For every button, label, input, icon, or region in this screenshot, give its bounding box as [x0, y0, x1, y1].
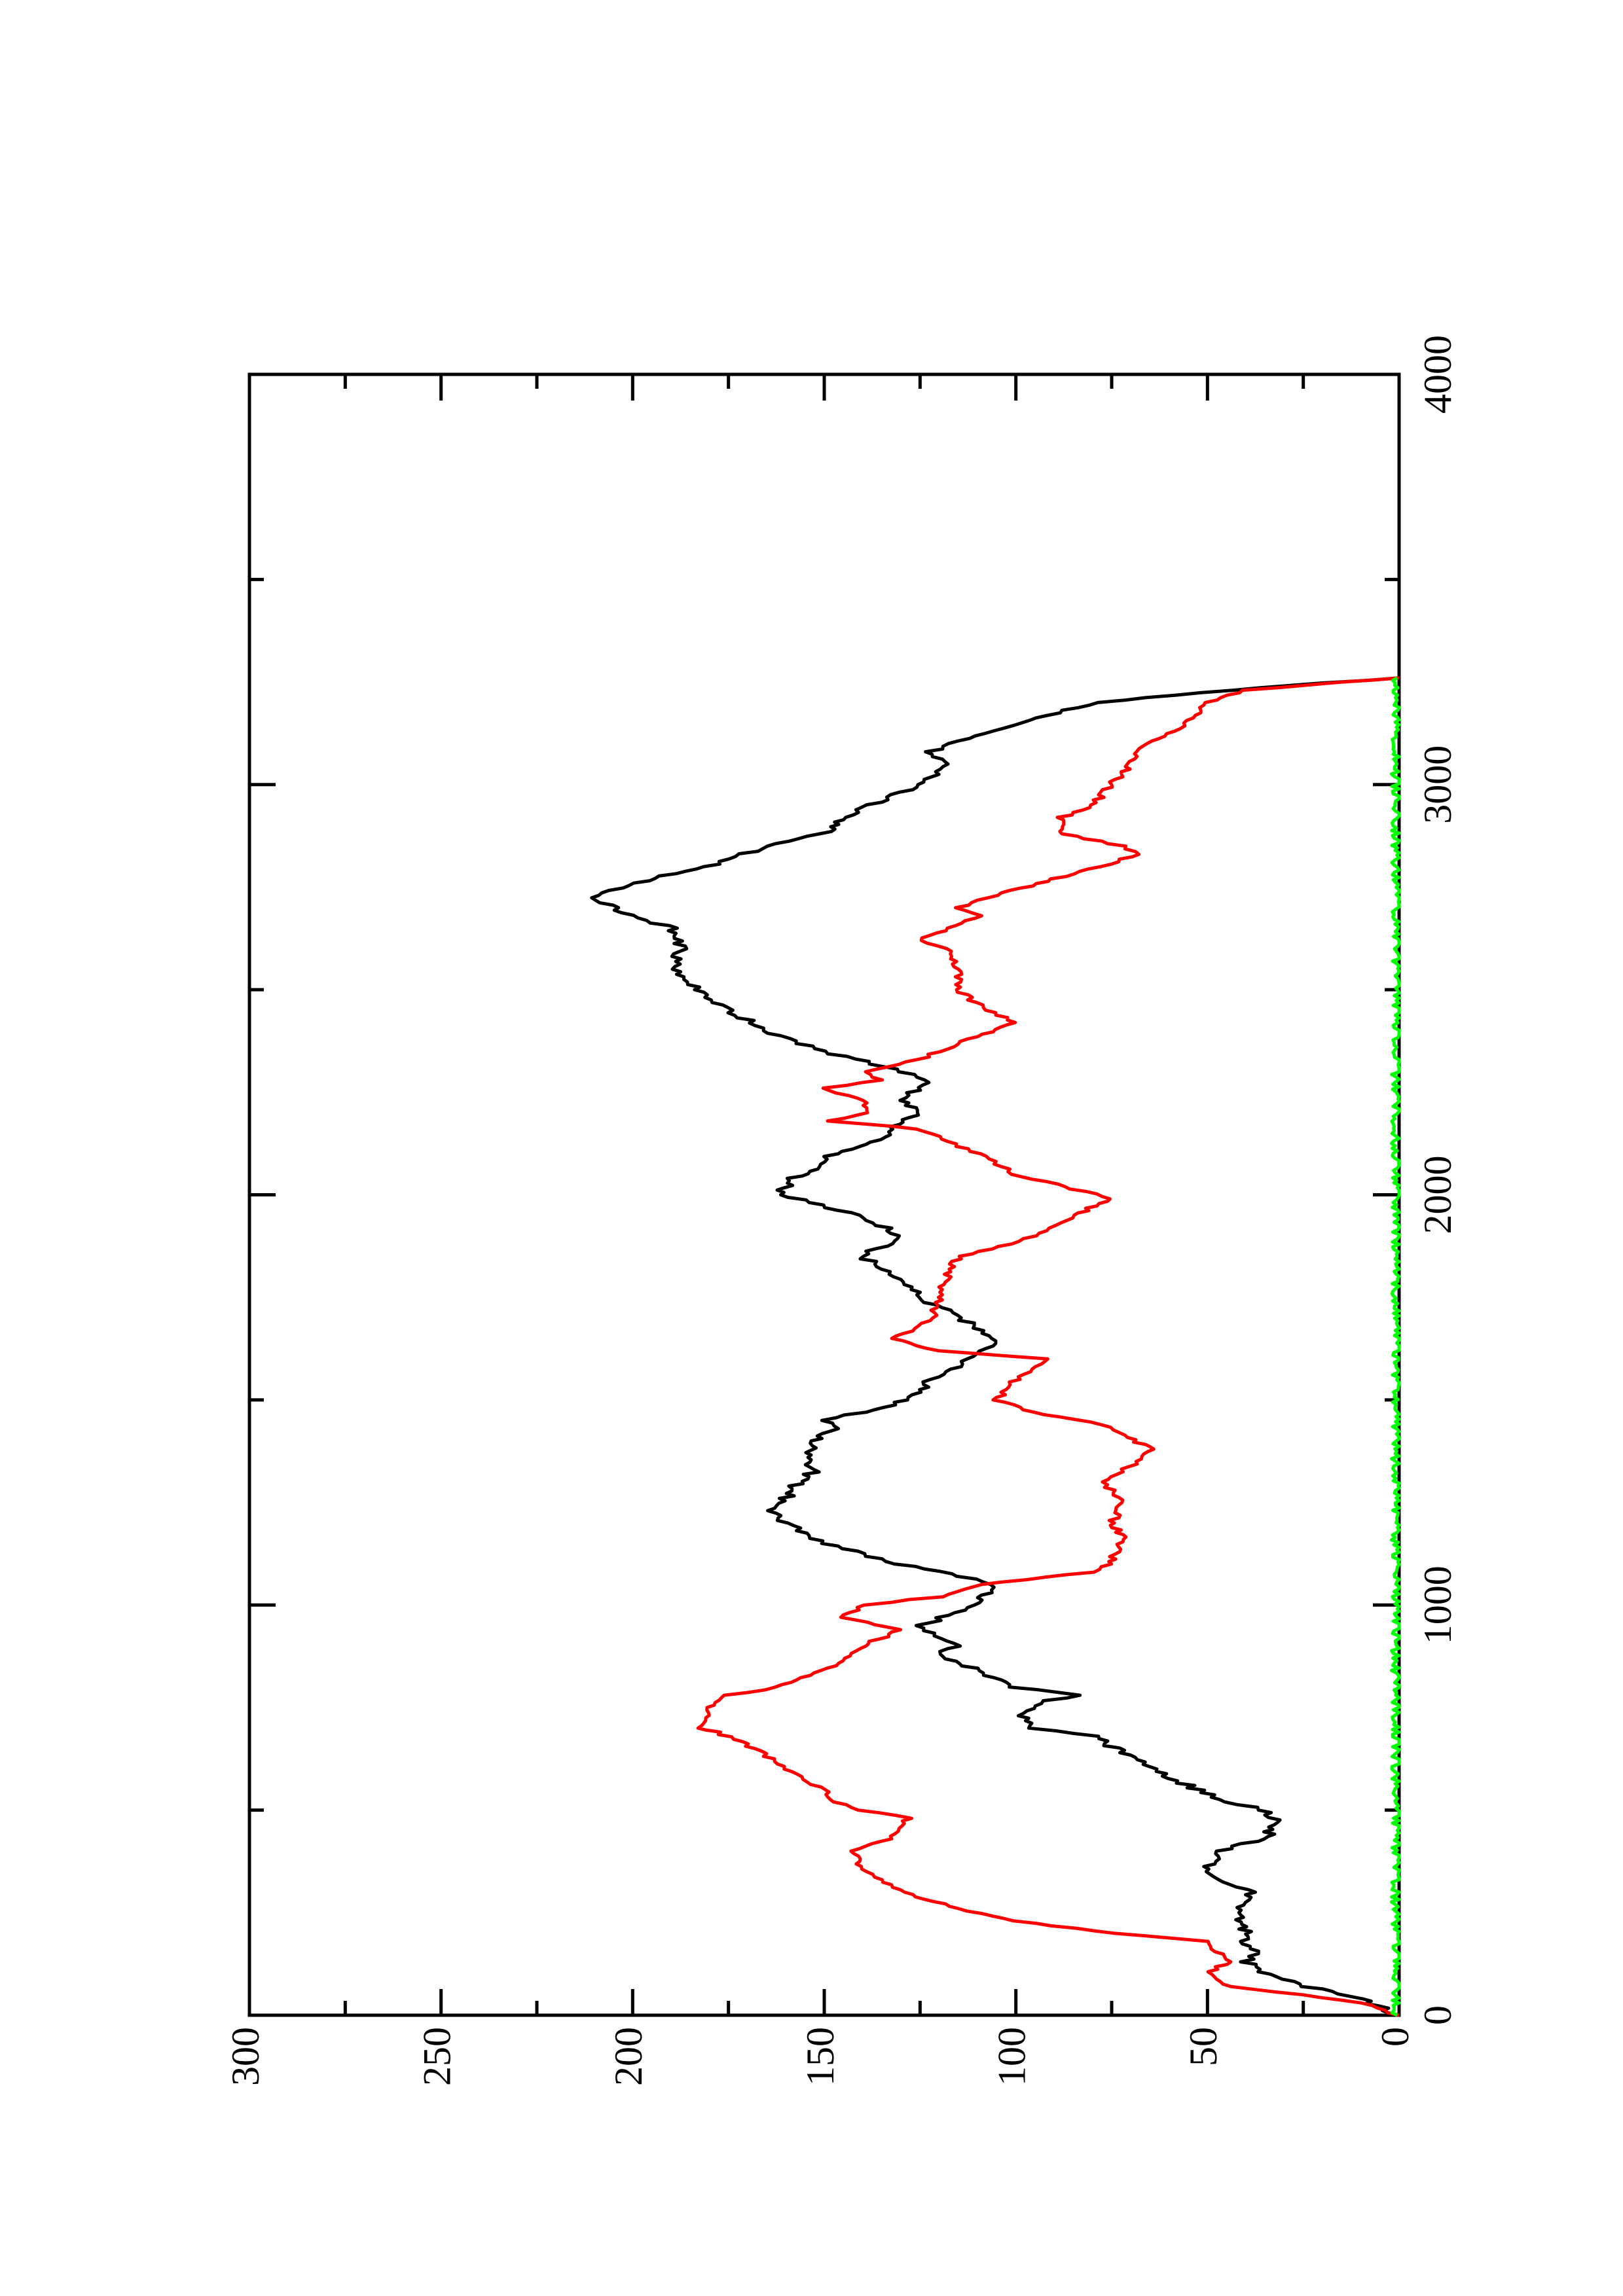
series-line	[590, 676, 1400, 2017]
axis-ticks	[247, 372, 1401, 2017]
x-tick-label: 1000	[1416, 1566, 1459, 1644]
y-tick-label: 100	[990, 2027, 1033, 2086]
series-layer	[590, 676, 1401, 2017]
y-tick-label: 50	[1182, 2027, 1225, 2066]
plot-frame	[247, 372, 1401, 2017]
x-tick-label: 2000	[1416, 1156, 1459, 1234]
y-tick-label: 0	[1374, 2027, 1417, 2047]
series-line	[1389, 676, 1401, 2017]
y-tick-label: 150	[799, 2027, 842, 2086]
x-tick-label: 4000	[1416, 335, 1459, 414]
y-tick-label: 250	[415, 2027, 458, 2086]
y-tick-label: 300	[224, 2027, 267, 2086]
y-tick-label: 200	[607, 2027, 650, 2086]
x-tick-label: 0	[1416, 2005, 1459, 2025]
series-line	[696, 676, 1400, 2017]
tick-labels: 0 1000 2000 3000 4000 0 50 100 150 200 250 300	[224, 335, 1459, 2086]
x-tick-label: 3000	[1416, 745, 1459, 824]
